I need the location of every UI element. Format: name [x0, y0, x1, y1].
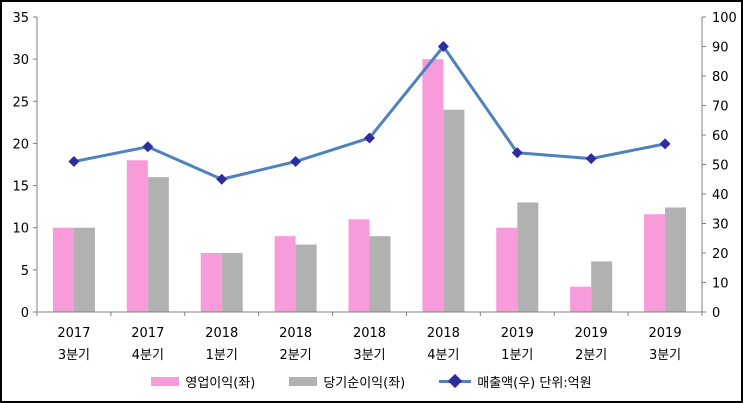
right-axis-label: 50	[712, 159, 729, 174]
revenue-marker-4	[364, 132, 375, 144]
x-axis-label-quarter: 4분기	[427, 348, 459, 363]
x-axis-label-quarter: 1분기	[206, 348, 238, 363]
revenue-marker-3	[290, 156, 302, 168]
left-axis-label: 30	[12, 53, 29, 68]
bar-net-profit-2	[221, 253, 243, 312]
legend-item-net-profit: 당기순이익(좌)	[289, 372, 405, 391]
bar-net-profit-1	[147, 177, 169, 312]
left-axis-label: 0	[21, 306, 29, 321]
x-axis-label-year: 2017	[57, 326, 90, 341]
x-axis-label-quarter: 3분기	[58, 348, 90, 363]
left-axis-label: 35	[12, 11, 29, 26]
revenue-marker-1	[142, 141, 154, 153]
right-axis-label: 60	[712, 129, 729, 144]
x-axis-label-year: 2017	[131, 326, 164, 341]
bar-net-profit-5	[443, 109, 465, 312]
x-axis-label-year: 2018	[205, 326, 238, 341]
bar-operating-profit-6	[496, 227, 518, 312]
chart-legend: 영업이익(좌) 당기순이익(좌) 매출액(우) 단위:억원	[2, 368, 741, 394]
x-axis-label-quarter: 3분기	[649, 348, 681, 363]
x-axis-label-quarter: 2분기	[280, 348, 312, 363]
left-axis-label: 20	[12, 137, 29, 152]
x-axis-label-quarter: 3분기	[353, 348, 385, 363]
x-axis-label-quarter: 1분기	[501, 348, 533, 363]
left-axis-label: 10	[12, 222, 29, 237]
revenue-marker-0	[68, 156, 80, 168]
bar-net-profit-8	[665, 207, 687, 312]
legend-label-net-profit: 당기순이익(좌)	[323, 375, 406, 391]
x-axis-label-quarter: 2분기	[575, 348, 607, 363]
bar-net-profit-4	[369, 236, 391, 312]
revenue-line-sample	[439, 373, 472, 389]
x-axis-label-year: 2018	[427, 326, 460, 341]
x-axis-label-year: 2019	[501, 326, 534, 341]
legend-item-revenue: 매출액(우) 단위:억원	[439, 372, 592, 391]
bar-net-profit-6	[517, 202, 539, 312]
bar-net-profit-3	[295, 244, 317, 312]
revenue-marker-7	[585, 153, 597, 165]
bar-operating-profit-8	[644, 214, 666, 312]
revenue-marker-6	[511, 147, 523, 159]
right-axis-label: 40	[712, 188, 729, 203]
bar-operating-profit-4	[348, 219, 370, 312]
legend-item-operating-profit: 영업이익(좌)	[151, 372, 255, 391]
left-axis-label: 5	[21, 264, 29, 279]
revenue-marker-2	[216, 173, 228, 185]
right-axis-label: 80	[712, 70, 729, 85]
right-axis-label: 100	[712, 11, 737, 26]
bar-operating-profit-3	[274, 236, 296, 312]
revenue-marker-5	[437, 41, 449, 52]
right-axis-label: 10	[712, 277, 729, 292]
x-axis-label-year: 2018	[353, 326, 386, 341]
revenue-marker-8	[659, 138, 671, 150]
revenue-diamond-marker-icon	[448, 373, 463, 389]
net-profit-swatch	[289, 376, 318, 386]
right-axis-label: 30	[712, 218, 729, 233]
bar-operating-profit-1	[126, 160, 148, 312]
legend-label-operating-profit: 영업이익(좌)	[185, 375, 256, 391]
bar-net-profit-0	[73, 227, 95, 312]
x-axis-label-year: 2018	[279, 326, 312, 341]
bar-net-profit-7	[591, 261, 613, 312]
operating-profit-swatch	[151, 376, 180, 386]
bar-operating-profit-7	[570, 286, 592, 312]
right-axis-label: 90	[712, 41, 729, 56]
bar-operating-profit-5	[422, 59, 444, 313]
bar-operating-profit-0	[52, 227, 74, 312]
x-axis-label-year: 2019	[575, 326, 608, 341]
left-axis-label: 25	[12, 95, 29, 110]
left-axis-label: 15	[12, 180, 29, 195]
right-axis-label: 0	[712, 306, 720, 321]
x-axis-label-quarter: 4분기	[132, 348, 164, 363]
legend-label-revenue: 매출액(우) 단위:억원	[477, 375, 592, 391]
right-axis-label: 20	[712, 247, 729, 262]
bar-operating-profit-2	[200, 253, 222, 312]
revenue-line	[73, 45, 666, 181]
x-axis-label-year: 2019	[649, 326, 682, 341]
right-axis-label: 70	[712, 100, 729, 115]
